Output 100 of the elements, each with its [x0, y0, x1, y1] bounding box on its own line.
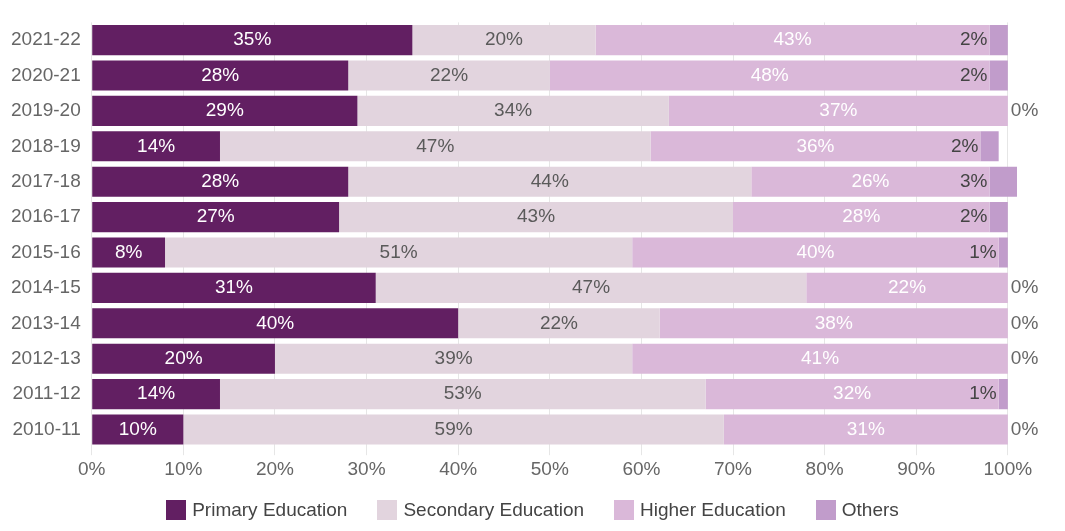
data-label: 40% [256, 311, 295, 333]
bar [458, 308, 660, 339]
x-tick-label: 60% [622, 457, 661, 479]
bar [980, 131, 999, 162]
x-tick-label: 50% [530, 457, 569, 479]
bar [751, 166, 990, 197]
data-label: 44% [530, 169, 569, 191]
bar [998, 237, 1008, 268]
data-label: 0% [1010, 99, 1039, 121]
bar [92, 379, 220, 410]
x-tick-label: 100% [983, 457, 1033, 479]
data-label: 28% [201, 63, 240, 85]
bar [705, 379, 999, 410]
bar [92, 343, 275, 374]
data-label: 27% [196, 205, 235, 227]
bar [989, 202, 1008, 233]
bar [274, 343, 633, 374]
bar [733, 202, 990, 233]
bar [92, 131, 220, 162]
data-label: 14% [137, 134, 176, 156]
bar [989, 166, 1017, 197]
bar [806, 272, 1008, 303]
y-tick-label: 2012-13 [10, 346, 81, 368]
x-tick-label: 0% [77, 457, 106, 479]
x-tick-label: 30% [347, 457, 386, 479]
data-label: 1% [969, 382, 997, 404]
bar [348, 166, 752, 197]
data-label: 59% [434, 417, 473, 439]
data-label: 2% [950, 134, 979, 156]
bar [595, 25, 990, 56]
legend-label: Secondary Education [403, 498, 585, 522]
data-label: 8% [114, 240, 143, 262]
data-label: 2% [960, 28, 988, 50]
data-label: 26% [851, 169, 890, 191]
bar [668, 95, 1008, 126]
bar [650, 131, 981, 162]
x-tick-label: 70% [713, 457, 753, 479]
legend-label: Higher Education [640, 498, 786, 522]
bar [723, 414, 1008, 445]
data-label: 36% [796, 134, 835, 156]
data-label: 41% [801, 346, 840, 368]
bar [183, 414, 724, 445]
x-tick-label: 90% [897, 457, 936, 479]
bar [92, 60, 349, 91]
data-label: 1% [969, 240, 997, 262]
bar [219, 131, 651, 162]
bar [92, 95, 358, 126]
data-label: 0% [1010, 311, 1039, 333]
data-label: 40% [796, 240, 835, 262]
x-tick-label: 10% [164, 457, 203, 479]
y-tick-label: 2017-18 [10, 169, 81, 191]
data-label: 3% [960, 169, 988, 191]
data-label: 48% [750, 63, 789, 85]
data-label: 10% [118, 417, 157, 439]
bar [357, 95, 669, 126]
bar [632, 237, 999, 268]
data-label: 43% [517, 205, 556, 227]
bar [339, 202, 734, 233]
bar [989, 25, 1008, 56]
data-label: 35% [233, 28, 272, 50]
y-tick-label: 2020-21 [10, 63, 81, 85]
data-label: 47% [571, 276, 611, 298]
bar [549, 60, 990, 91]
legend-label: Others [841, 498, 899, 522]
bar [92, 166, 349, 197]
bar [998, 379, 1008, 410]
data-label: 22% [888, 276, 927, 298]
data-label: 28% [201, 169, 240, 191]
data-label: 38% [814, 311, 853, 333]
bar [219, 379, 706, 410]
bar [92, 25, 413, 56]
y-tick-label: 2019-20 [10, 99, 81, 121]
bar [375, 272, 807, 303]
data-label: 2% [960, 205, 988, 227]
bar [92, 414, 184, 445]
data-label: 51% [379, 240, 418, 262]
data-label: 31% [214, 276, 254, 298]
y-tick-label: 2014-15 [10, 276, 81, 298]
data-label: 20% [484, 28, 524, 50]
y-tick-label: 2015-16 [10, 240, 81, 262]
data-label: 22% [430, 63, 469, 85]
data-label: 22% [539, 311, 579, 333]
data-label: 47% [416, 134, 455, 156]
bar [165, 237, 633, 268]
data-label: 31% [846, 417, 885, 439]
data-label: 34% [494, 99, 533, 121]
data-label: 29% [205, 99, 244, 121]
y-tick-label: 2018-19 [10, 134, 81, 156]
bar [632, 343, 1008, 374]
x-tick-label: 80% [805, 457, 844, 479]
bar [348, 60, 550, 91]
data-label: 14% [137, 382, 176, 404]
bar [92, 308, 459, 339]
data-label: 28% [842, 205, 881, 227]
bar [92, 272, 376, 303]
data-label: 53% [443, 382, 482, 404]
bar [989, 60, 1008, 91]
data-label: 20% [164, 346, 203, 368]
y-tick-label: 2010-11 [12, 417, 81, 439]
data-label: 0% [1010, 417, 1039, 439]
